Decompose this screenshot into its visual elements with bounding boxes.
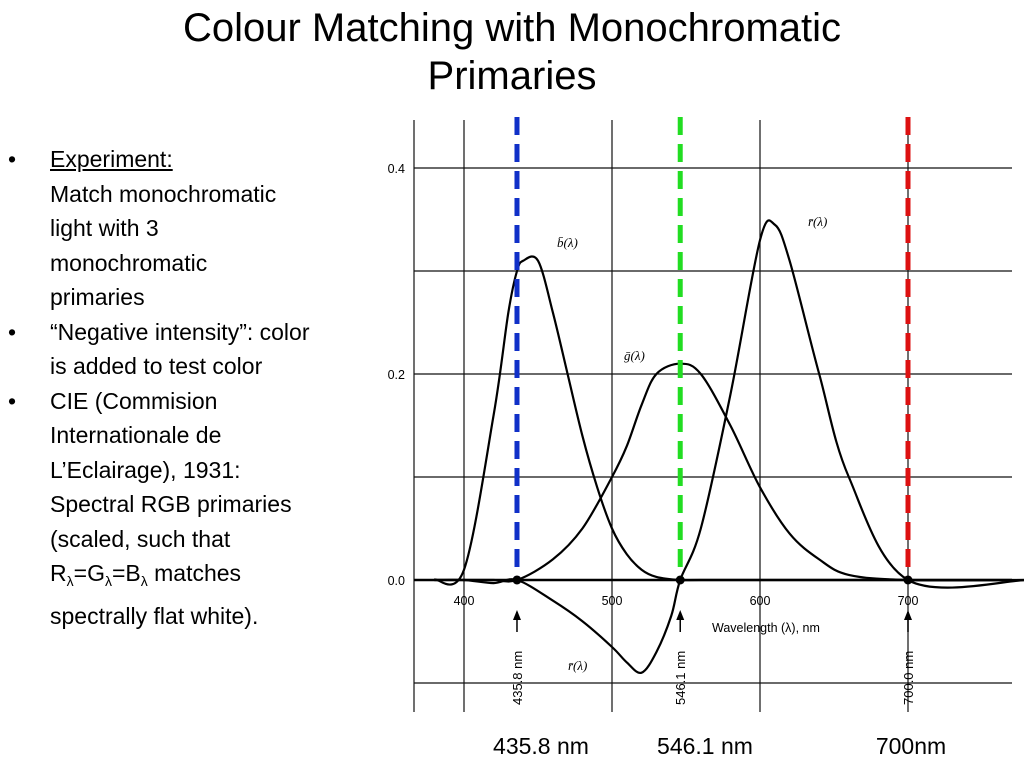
bullet-text-line: Match monochromatic (50, 180, 277, 207)
x-tick-label: 500 (602, 594, 623, 608)
bullet-list: • Experiment: Match monochromatic light … (8, 142, 378, 633)
bullet-cie: • CIE (Commision Internationale de L’Ecl… (8, 384, 378, 634)
primary-arrow-head (676, 610, 685, 620)
primary-marker (675, 575, 685, 585)
x-axis-label: Wavelength (λ), nm (712, 621, 820, 635)
title-line-1: Colour Matching with Monochromatic (182, 6, 842, 50)
bullet-negative-intensity: • “Negative intensity”: color is added t… (8, 315, 378, 384)
bullet-text-line: light with 3 (50, 215, 159, 241)
y-tick-label: 0.4 (388, 162, 405, 176)
bullet-dot: • (8, 387, 17, 414)
lambda-subscript: λ (104, 573, 112, 589)
primary-wavelength-label: 546.1 nm (673, 651, 688, 705)
bottom-label-blue: 435.8 nm (493, 733, 589, 759)
bullet-text-line: Spectral RGB primaries (50, 491, 292, 517)
lambda-subscript: λ (140, 573, 148, 589)
lambda-subscript: λ (66, 573, 74, 589)
equals-sign: = (111, 560, 126, 586)
x-tick-label: 700 (898, 594, 919, 608)
r-symbol: R (50, 560, 67, 586)
bullet-dot: • (8, 146, 17, 172)
x-tick-label: 600 (750, 594, 771, 608)
primary-wavelength-label: 700.0 nm (901, 651, 916, 705)
series-label-r: r̄(λ) (808, 214, 827, 229)
series-label-b: b̄(λ) (557, 235, 578, 250)
y-tick-label: 0.2 (388, 368, 405, 382)
x-tick-label: 400 (454, 594, 475, 608)
series-label-r-negative: r̄(λ) (568, 658, 587, 673)
slide-title: Colour Matching with Monochromatic Prima… (0, 4, 1024, 100)
bullet-text-line: L’Eclairage), 1931: (50, 456, 241, 483)
bullet-text-line: spectrally flat white). (50, 602, 259, 629)
bottom-label-green: 546.1 nm (657, 733, 753, 759)
chart-tick-labels: 400 500 600 700 0.0 0.2 0.4 (388, 162, 919, 608)
series-line (434, 255, 1024, 586)
bullet-text-line: Internationale de (50, 422, 222, 448)
bullet-text-line: monochromatic (50, 249, 208, 276)
primary-lines: 435.8 nm 546.1 nm 700.0 nm (510, 117, 916, 705)
bullet-dot: • (8, 318, 17, 345)
primary-arrow-head (512, 610, 521, 620)
chart-background (374, 117, 1012, 715)
primary-marker (512, 575, 522, 585)
bullet-equation-line: Rλ=Gλ=Bλ matches (50, 560, 242, 589)
primary-arrow-head (904, 610, 912, 620)
g-symbol: G (87, 560, 105, 586)
primary-marker (903, 575, 913, 585)
series-label-g: ḡ(λ) (624, 348, 645, 363)
title-line-2: Primaries (427, 54, 597, 98)
primary-wavelength-label: 435.8 nm (510, 651, 525, 705)
b-symbol: B (125, 560, 141, 586)
bullet-text-line: is added to test color (50, 353, 263, 379)
bullet-text-line: (scaled, such that (50, 525, 231, 552)
bullet-experiment: • Experiment: Match monochromatic light … (8, 142, 378, 315)
bullet-text-fragment: matches (147, 560, 242, 586)
equals-sign: = (73, 560, 88, 586)
bullet-text-line: “Negative intensity”: color (50, 318, 310, 345)
bullet-text-line: CIE (Commision (50, 387, 218, 414)
bullet-heading: Experiment: (50, 146, 173, 172)
bullet-text-line: primaries (50, 284, 145, 310)
bottom-label-red: 700nm (875, 733, 947, 759)
y-tick-label: 0.0 (388, 574, 405, 588)
